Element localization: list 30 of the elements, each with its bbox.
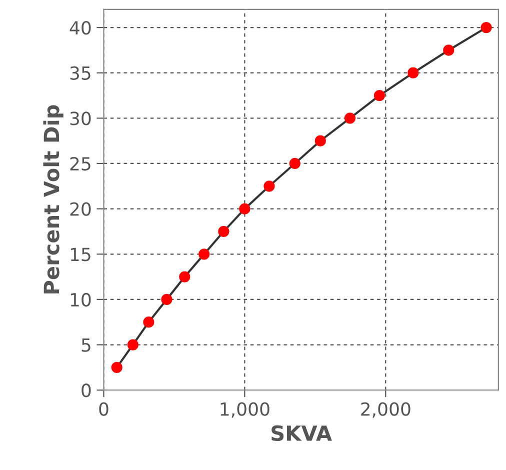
x-tick-label: 1,000	[220, 402, 270, 418]
y-tick-label: 30	[70, 112, 91, 126]
point	[143, 316, 154, 328]
point	[480, 22, 492, 34]
point	[161, 294, 172, 306]
y-tick-label: 10	[70, 292, 91, 307]
y-axis-title: Percent Volt Dip	[43, 105, 64, 294]
point	[443, 44, 454, 56]
x-axis-title: SKVA	[272, 425, 332, 442]
point	[344, 112, 356, 124]
x-tick-label: 2,000	[361, 402, 410, 418]
y-tick-label: 5	[82, 338, 90, 352]
y-tick-label: 35	[70, 66, 90, 80]
point	[314, 135, 326, 146]
point	[289, 158, 300, 170]
y-tick-label: 0	[82, 384, 91, 398]
y-tick-label: 15	[70, 248, 90, 262]
y-tick-label: 40	[70, 20, 91, 35]
point	[264, 180, 275, 192]
point	[218, 226, 230, 238]
point	[179, 271, 190, 282]
point	[111, 362, 122, 373]
point	[127, 339, 138, 350]
x-tick-label: 0	[99, 402, 108, 416]
point	[239, 203, 250, 214]
point	[408, 67, 419, 78]
point	[374, 90, 385, 102]
y-tick-label: 20	[70, 202, 91, 216]
y-tick-label: 25	[70, 156, 90, 171]
point	[198, 248, 210, 260]
